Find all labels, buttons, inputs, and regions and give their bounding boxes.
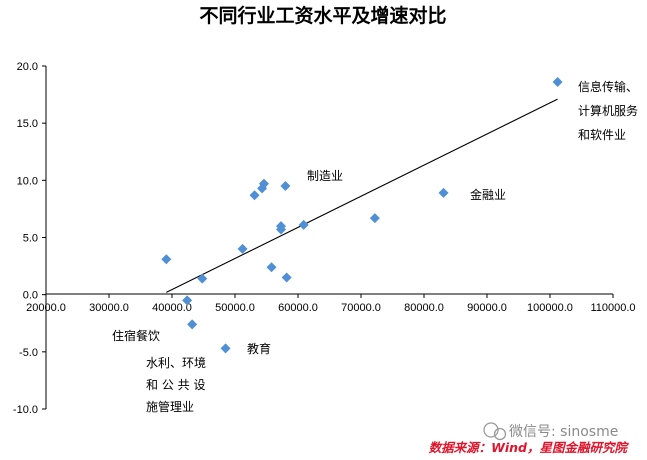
data-point bbox=[369, 213, 380, 224]
annotation-line: 和软件业 bbox=[578, 128, 626, 142]
x-tick-label: 80000.0 bbox=[404, 302, 444, 314]
x-tick-label: 110000.0 bbox=[590, 302, 635, 314]
watermark: 微信号: sinosme bbox=[483, 422, 618, 441]
source-note: 数据来源：Wind，星图金融研究院 bbox=[429, 440, 630, 455]
x-tick-label: 70000.0 bbox=[341, 302, 381, 314]
y-tick-label: -5.0 bbox=[19, 347, 38, 359]
annotation-line: 水利、环境 bbox=[146, 355, 206, 370]
annotation-line: 施管理业 bbox=[146, 399, 194, 414]
data-point bbox=[182, 295, 193, 306]
data-point bbox=[197, 273, 208, 284]
y-tick-label: -10.0 bbox=[13, 404, 38, 416]
x-tick-label: 60000.0 bbox=[278, 302, 318, 314]
data-point bbox=[187, 319, 198, 330]
wechat-icon bbox=[483, 422, 499, 438]
data-point bbox=[298, 219, 309, 230]
data-point bbox=[161, 254, 172, 265]
axes: 20.0 15.0 10.0 5.0 0.0 -5.0 -10.0 20000.0 30000.… bbox=[13, 61, 636, 416]
y-tick-label: 0.0 bbox=[23, 290, 38, 302]
data-point bbox=[281, 272, 292, 283]
x-tick-label: 30000.0 bbox=[89, 302, 129, 314]
x-tick-label: 50000.0 bbox=[215, 302, 255, 314]
annotation-line: 教育 bbox=[247, 341, 271, 356]
label-finance: 金融业 bbox=[470, 187, 506, 202]
x-tick-label: 100000.0 bbox=[527, 302, 573, 314]
trendline bbox=[166, 98, 558, 293]
label-accommodation-catering: 住宿餐饮 bbox=[112, 328, 160, 343]
data-point bbox=[275, 224, 286, 235]
wechat-icon-bubble bbox=[493, 427, 507, 441]
x-tick-label: 40000.0 bbox=[152, 302, 192, 314]
annotation-line: 制造业 bbox=[307, 169, 343, 183]
label-manufacturing: 制造业 bbox=[307, 169, 343, 183]
data-point bbox=[249, 190, 260, 201]
data-point bbox=[257, 183, 268, 194]
data-point bbox=[280, 181, 291, 192]
watermark-text: 微信号: sinosme bbox=[509, 424, 618, 440]
annotation-line: 和 公 共 设 bbox=[146, 378, 205, 392]
x-tick-label: 90000.0 bbox=[467, 302, 507, 314]
y-tick-label: 5.0 bbox=[23, 233, 38, 245]
label-education: 教育 bbox=[247, 341, 271, 356]
trendline-layer bbox=[166, 98, 558, 293]
y-tick-label: 20.0 bbox=[17, 61, 38, 73]
data-point bbox=[266, 262, 277, 273]
data-point bbox=[552, 77, 563, 88]
data-points bbox=[161, 77, 563, 354]
chart-title: 不同行业工资水平及增速对比 bbox=[199, 4, 446, 27]
x-tick-label: 20000.0 bbox=[26, 302, 66, 314]
annotation-line: 住宿餐饮 bbox=[112, 328, 160, 343]
annotation-line: 计算机服务 bbox=[578, 103, 638, 118]
y-tick-label: 10.0 bbox=[17, 175, 38, 187]
data-point bbox=[237, 243, 248, 254]
annotation-line: 金融业 bbox=[470, 187, 506, 202]
data-point bbox=[220, 343, 231, 354]
data-point bbox=[438, 187, 449, 198]
y-tick-label: 15.0 bbox=[17, 118, 38, 130]
annotation-line: 信息传输、 bbox=[578, 79, 638, 94]
